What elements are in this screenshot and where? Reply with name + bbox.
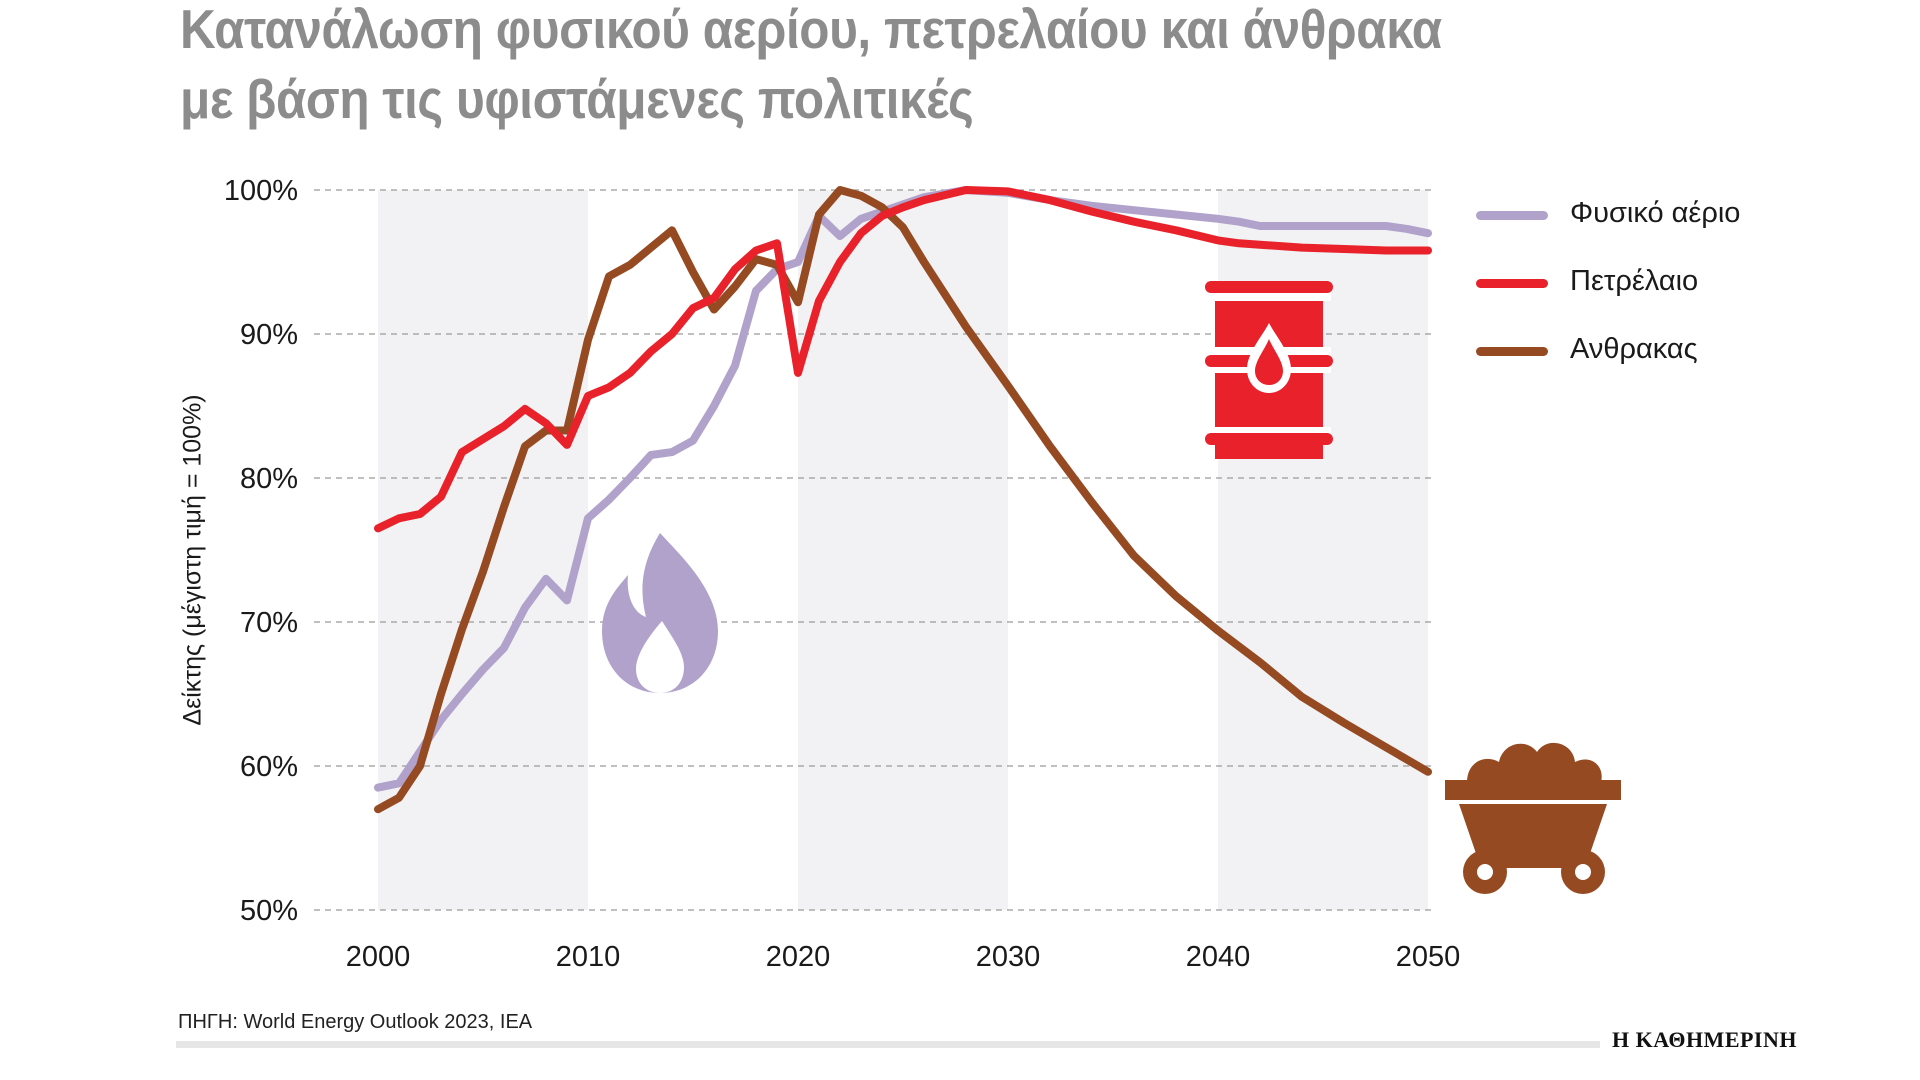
y-tick-label: 80% [240,463,298,495]
legend-item-coal[interactable]: Ανθρακας [1476,331,1776,371]
x-tick-label: 2010 [556,941,621,973]
y-axis-label: Δείκτης (μέγιστη τιμή = 100%) [178,394,207,726]
x-tick-label: 2020 [766,941,831,973]
coal-cart-icon [1445,742,1621,894]
x-tick-label: 2030 [976,941,1041,973]
legend-label-oil: Πετρέλαιο [1570,265,1699,297]
decade-band-2020 [798,190,1008,910]
legend-item-gas[interactable]: Φυσικό αέριο [1476,195,1776,235]
y-tick-label: 90% [240,319,298,351]
chart-title-line-2: με βάση τις υφιστάμενες πολιτικές [180,68,974,130]
x-tick-label: 2040 [1186,941,1251,973]
x-tick-label: 2050 [1396,941,1461,973]
chart-title-line-1: Κατανάλωση φυσικού αερίου, πετρελαίου κα… [180,0,1442,60]
series-line-oil [374,186,1432,533]
legend-label-gas: Φυσικό αέριο [1570,197,1741,229]
oil-barrel-icon [1205,281,1333,459]
source-note: ΠΗΓΗ: World Energy Outlook 2023, IEA [178,1011,533,1033]
series-line-gas [374,186,1432,792]
y-tick-label: 100% [224,175,298,207]
legend-label-coal: Ανθρακας [1570,333,1698,365]
flame-icon [602,533,718,693]
chart-title: Κατανάλωση φυσικού αερίου, πετρελαίου κα… [180,0,1530,134]
y-tick-label: 50% [240,895,298,927]
y-tick-label: 70% [240,607,298,639]
y-axis-ticks: 50% 60% 70% 80% 90% 100% [224,175,298,927]
legend-swatch-oil [1476,279,1548,288]
x-tick-label: 2000 [346,941,411,973]
publisher-logo: Η ΚΑΘΗΜΕΡΙΝΗ [1612,1027,1797,1052]
data-series [374,186,1432,814]
footer-divider [176,1041,1600,1048]
legend-swatch-gas [1476,211,1548,220]
decade-band-2000 [378,190,588,910]
legend-swatch-coal [1476,347,1548,356]
x-axis-ticks: 2000 2010 2020 2030 2040 2050 [346,941,1461,973]
y-tick-label: 60% [240,751,298,783]
legend-item-oil[interactable]: Πετρέλαιο [1476,263,1776,303]
